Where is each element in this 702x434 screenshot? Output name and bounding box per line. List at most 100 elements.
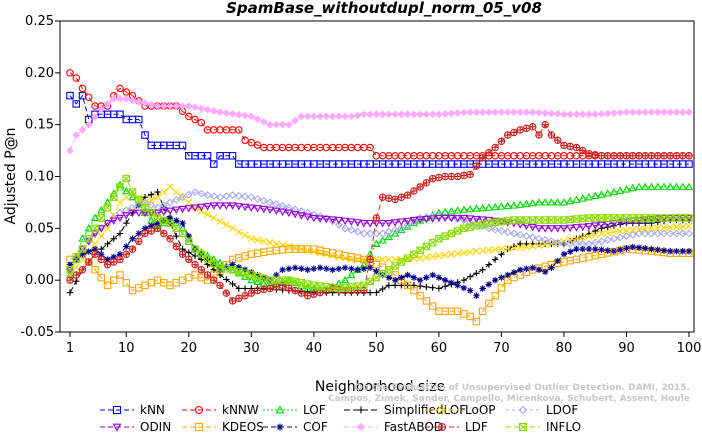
data-point — [684, 182, 694, 190]
data-point — [634, 182, 644, 190]
data-point — [165, 207, 175, 216]
data-point — [685, 222, 693, 230]
data-point — [116, 271, 124, 279]
data-point — [472, 108, 481, 117]
data-point — [372, 239, 381, 247]
data-point — [235, 228, 243, 236]
data-point — [234, 110, 243, 119]
data-point — [272, 283, 281, 291]
data-point — [222, 202, 231, 210]
data-point — [203, 105, 212, 114]
data-point — [91, 245, 99, 253]
legend-marker — [518, 405, 528, 415]
data-point — [491, 245, 499, 254]
x-tick-label: 70 — [493, 341, 510, 356]
data-point — [535, 108, 543, 117]
data-point — [378, 263, 387, 271]
data-point — [428, 174, 437, 183]
data-point — [653, 152, 662, 160]
data-point — [423, 274, 430, 281]
data-point — [516, 243, 524, 252]
data-point — [153, 224, 162, 233]
x-tick-label: 80 — [556, 341, 573, 356]
data-point — [466, 170, 474, 179]
data-point — [522, 108, 531, 117]
data-point — [291, 286, 299, 295]
data-point — [622, 218, 631, 226]
data-point — [666, 152, 674, 160]
data-point — [459, 216, 468, 225]
data-point — [297, 112, 306, 121]
data-point — [497, 226, 506, 235]
x-tick-label: 60 — [431, 341, 448, 356]
data-point — [448, 279, 455, 286]
data-point — [635, 108, 643, 117]
data-point — [416, 183, 424, 191]
data-point — [678, 229, 687, 238]
data-point — [553, 238, 562, 247]
data-point — [222, 221, 230, 229]
data-point — [291, 264, 299, 271]
data-point — [585, 110, 593, 119]
data-point — [528, 108, 537, 117]
data-point — [485, 148, 493, 157]
legend-item-inflo: INFLO — [506, 420, 581, 434]
data-point — [622, 232, 631, 241]
data-point — [97, 273, 106, 282]
data-point — [272, 207, 281, 216]
data-point — [390, 229, 400, 237]
data-point — [378, 193, 387, 201]
data-point — [85, 258, 93, 266]
data-point — [135, 115, 143, 124]
data-point — [454, 282, 461, 289]
data-point — [497, 217, 506, 226]
data-point — [416, 291, 424, 300]
data-point — [178, 224, 187, 232]
legend-label: COF — [303, 420, 328, 434]
data-point — [472, 215, 481, 224]
data-point — [347, 226, 356, 235]
data-point — [603, 236, 612, 244]
data-point — [666, 182, 675, 190]
data-point — [210, 214, 218, 222]
data-point — [253, 205, 262, 213]
data-point — [428, 302, 437, 310]
data-point — [72, 271, 81, 279]
data-point — [566, 142, 574, 151]
data-point — [659, 182, 669, 190]
data-point — [147, 100, 156, 109]
data-point — [623, 245, 630, 252]
data-point — [185, 249, 192, 256]
data-point — [622, 152, 631, 160]
data-point — [528, 223, 537, 232]
data-point — [466, 273, 474, 280]
data-point — [635, 244, 643, 251]
data-point — [166, 183, 174, 191]
data-point — [134, 209, 143, 218]
data-point — [178, 205, 187, 214]
data-point — [403, 220, 412, 229]
data-point — [410, 274, 418, 281]
data-point — [390, 219, 400, 227]
data-point — [541, 241, 549, 249]
data-point — [85, 93, 93, 101]
data-point — [647, 108, 656, 117]
data-point — [591, 231, 599, 239]
data-point — [247, 275, 256, 284]
data-point — [503, 131, 512, 139]
data-point — [297, 289, 306, 297]
data-point — [503, 108, 512, 117]
data-point — [103, 281, 112, 290]
data-point — [360, 281, 368, 290]
legend-marker — [112, 405, 122, 415]
data-point — [385, 282, 393, 289]
data-point — [247, 235, 255, 243]
data-point — [397, 258, 406, 266]
data-point — [347, 270, 356, 279]
data-point — [441, 214, 450, 223]
data-point — [416, 110, 425, 119]
data-point — [597, 109, 606, 118]
data-point — [303, 112, 312, 121]
data-point — [603, 152, 612, 160]
